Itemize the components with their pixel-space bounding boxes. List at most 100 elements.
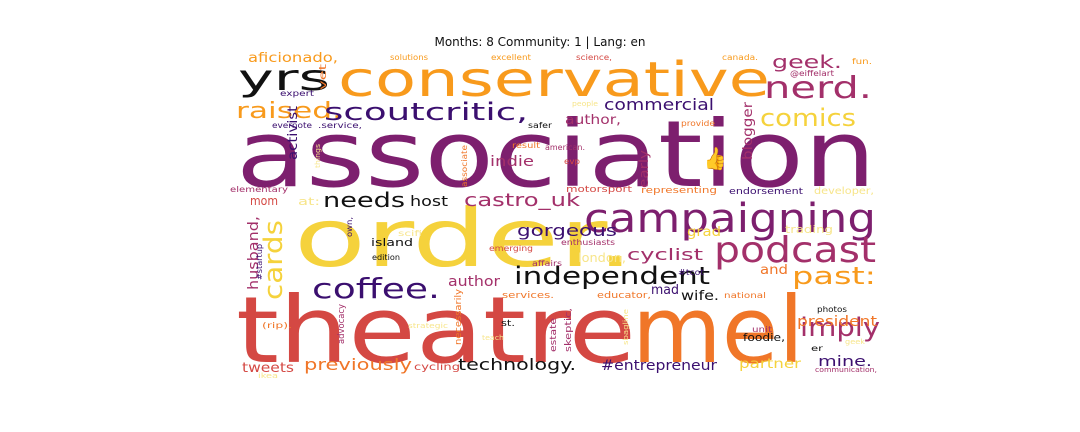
word-developer: developer, (814, 186, 874, 197)
word-trading: trading (785, 223, 833, 236)
word-and: and (760, 263, 788, 278)
word-author: author, (565, 113, 621, 128)
word-london: london, (578, 251, 626, 265)
word-enthusiasts: enthusiasts (561, 238, 615, 247)
word-canada: canada. (722, 53, 758, 62)
word-host: host (410, 194, 449, 210)
word-startup: #startup (255, 244, 264, 280)
word-husband: husband, (246, 216, 262, 290)
word-indie: indie (490, 154, 534, 170)
word-affairs: affairs (532, 259, 562, 268)
word-order: order. (294, 192, 634, 285)
word-cycling: cycling (414, 362, 460, 373)
word-services: services. (502, 291, 554, 301)
word-mine: mine. (818, 354, 872, 370)
word-emerging: emerging (489, 244, 533, 253)
word-er: er (811, 344, 824, 353)
word-service: .service, (318, 121, 362, 130)
word-grad: grad (687, 225, 721, 240)
figure-title: Months: 8 Community: 1 | Lang: en (434, 35, 646, 49)
word-scoutcritic: scoutcritic, (324, 98, 528, 126)
word-edition: edition (372, 253, 400, 262)
word-mad: mad (651, 283, 679, 298)
word-fun: fun. (852, 57, 872, 66)
word-geek: geek. (772, 52, 842, 73)
word-tweets: tweets (242, 361, 294, 376)
word-entrepreneur: #entrepreneur (601, 358, 717, 374)
word-blogger: blogger (741, 101, 756, 160)
word-advocacy: advocacy (337, 303, 347, 344)
word-comics: comics (760, 104, 856, 132)
word-commercial: commercial (604, 95, 714, 114)
word-previously: previously (304, 355, 412, 374)
word-national: national (724, 291, 766, 300)
word-theatre: theatre (236, 277, 636, 384)
word-strategic: strategic (408, 322, 448, 330)
word-educator: educator, (597, 291, 651, 301)
word-own: own, (345, 217, 354, 237)
word-unit: unit (752, 325, 772, 334)
word-island: island (371, 236, 413, 249)
word-science: science, (576, 53, 612, 62)
word-at: at: (298, 195, 320, 208)
word-estate: estate (549, 317, 559, 352)
word-nerd: nerd. (764, 71, 872, 106)
word-association: association (236, 101, 876, 208)
word-necessarily: necessarily (454, 288, 464, 345)
word-activist: activist (286, 106, 301, 160)
word-conservative: conservative (338, 52, 770, 108)
word-sbagline: sbagline (622, 309, 630, 345)
word-tcot: #tcot (678, 268, 704, 277)
word-geek: geek (845, 338, 866, 346)
word-raised: raised. (236, 99, 342, 124)
word-aficionado: aficionado, (248, 51, 338, 66)
word-elementary: elementary (230, 185, 288, 194)
word-yrs: yrs (238, 58, 330, 99)
word-safer: safer (528, 121, 553, 130)
word-solutions: solutions (390, 53, 428, 62)
word-emoji: 👍 (704, 146, 726, 172)
word-provide: provide (681, 119, 715, 128)
word-communication: communication, (815, 366, 877, 374)
word-cyclist: cyclist (627, 245, 703, 264)
word-st: st. (501, 319, 515, 329)
word-podcast: podcast (714, 230, 876, 271)
word-cards: cards (259, 220, 289, 300)
word-evp: evp (564, 157, 580, 166)
word-ikea: ikea (258, 372, 278, 380)
word-president: president (797, 314, 878, 330)
word-foodie: foodie, (743, 331, 785, 344)
word-past: past: (792, 262, 876, 290)
word-imply: imply (800, 313, 880, 343)
word-castro-uk: castro_uk (464, 190, 581, 211)
word-skeptic: skeptic, (564, 308, 574, 352)
word-rip: (rip). (262, 321, 292, 330)
word-gorgeous: gorgeous (517, 221, 617, 240)
word-motorsport: motorsport (566, 185, 633, 195)
word-representing: representing (641, 186, 717, 196)
word-endorsement: endorsement (729, 187, 804, 197)
word-photos: photos (817, 305, 847, 314)
word-result: result (512, 141, 540, 150)
word-people: people (572, 100, 598, 108)
word-scifi: scifi (398, 229, 422, 238)
word-technology: technology. (458, 355, 576, 374)
word-excellent: excellent (491, 53, 531, 62)
word-early: early (637, 150, 651, 188)
word-needs: needs (323, 188, 405, 212)
word-partner: partner (739, 357, 802, 372)
word-evernote: evernote (272, 121, 312, 130)
word-american: american. (545, 143, 585, 152)
word-mom: mom (250, 194, 278, 208)
word-mel: mel (632, 277, 804, 384)
word-eiffelart: @eiffelart (790, 69, 834, 78)
word-things: things (314, 144, 322, 168)
word-author: author (448, 274, 500, 290)
word-coffee: coffee. (312, 272, 440, 305)
word-associate: associate (460, 145, 469, 187)
word-teach: teach (482, 334, 504, 342)
word-independent: independent (514, 262, 710, 290)
word-campaigning: campaigning (584, 196, 876, 242)
word-expert: expert (280, 89, 314, 98)
word-wife: wife. (681, 289, 719, 304)
